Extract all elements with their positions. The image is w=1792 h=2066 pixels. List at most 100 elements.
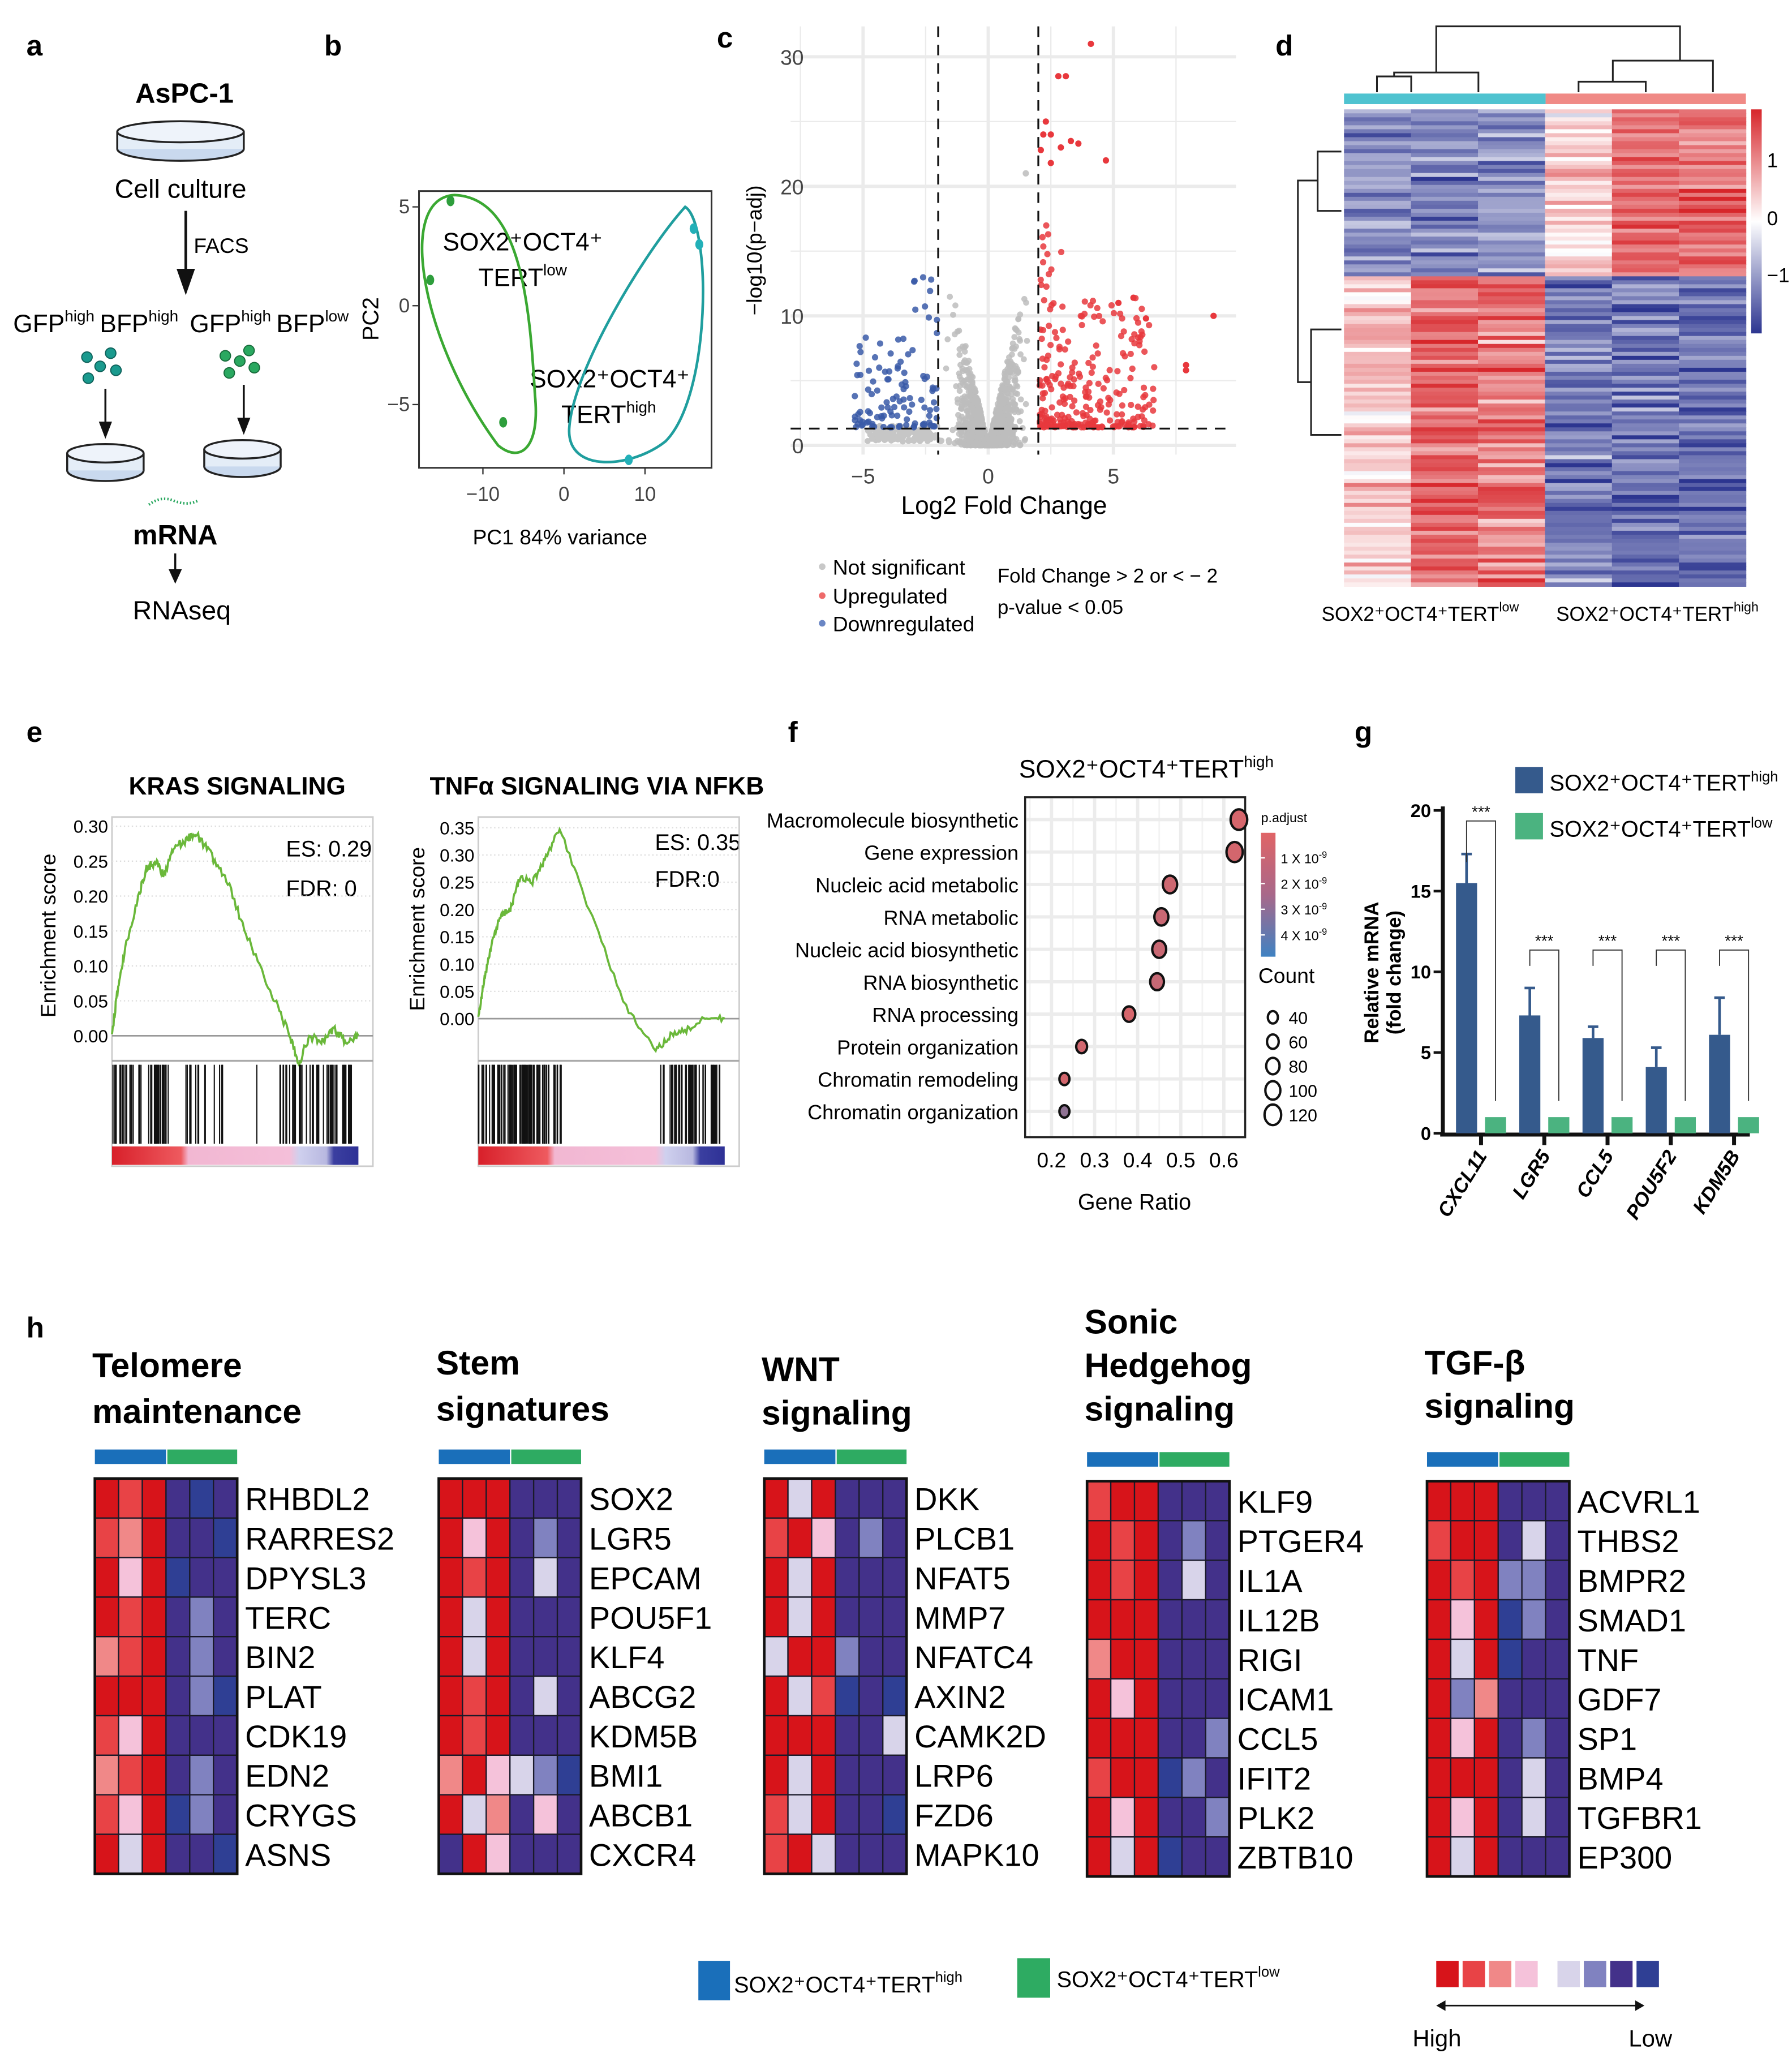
heatmap-cell <box>1411 403 1479 408</box>
heatmap-cell <box>1611 165 1679 170</box>
heatmap-cell <box>1344 367 1412 372</box>
heatmap-cell <box>1411 264 1479 269</box>
heatmap-cell <box>1545 320 1613 325</box>
heatmap-cell <box>787 1715 813 1756</box>
point-downregulated <box>894 413 901 419</box>
heatmap-cell <box>1679 240 1747 245</box>
heatmap-cell <box>1679 129 1747 134</box>
heatmap-cell <box>1478 233 1546 237</box>
heatmap-cell <box>1344 574 1412 579</box>
heatmap-cell <box>1133 1757 1159 1798</box>
heatmap-cell <box>882 1833 908 1875</box>
point-not-significant <box>1008 360 1015 367</box>
heatmap-cell <box>1679 371 1747 376</box>
point-upregulated <box>1048 386 1055 393</box>
heatmap-cell <box>1205 1678 1230 1719</box>
point-not-significant <box>1006 429 1013 436</box>
heatmap-cell <box>1545 538 1613 543</box>
heatmap-cell <box>1344 439 1412 444</box>
heatmap-cell <box>1450 1599 1475 1640</box>
heatmap-cell <box>1545 403 1613 408</box>
heatmap-cell <box>1478 355 1546 360</box>
heatmap-cell <box>118 1715 143 1756</box>
heatmap-cell <box>1344 502 1412 508</box>
heatmap-cell <box>1344 479 1412 484</box>
point-downregulated <box>925 314 932 321</box>
heatmap-cell <box>1411 582 1479 587</box>
heatmap-cell <box>811 1715 836 1756</box>
bar-high <box>1519 1015 1541 1133</box>
heatmap-cell <box>1478 173 1546 178</box>
panel-label-g: g <box>1355 716 1372 748</box>
facs-label: FACS <box>194 234 248 257</box>
y-tick-label: 0.20 <box>74 887 108 907</box>
heatmap-cell <box>1411 149 1479 154</box>
heatmap-cell <box>94 1477 119 1519</box>
point-not-significant <box>1015 329 1022 336</box>
heatmap-cell <box>1344 225 1412 229</box>
heatmap-cell <box>1411 562 1479 567</box>
pca-point <box>695 239 703 250</box>
heatmap-cell <box>1679 502 1747 508</box>
heatmap-cell <box>1611 506 1679 512</box>
heatmap-cell <box>1545 506 1613 512</box>
heatmap-cell <box>1478 451 1546 456</box>
point-not-significant <box>959 343 966 350</box>
heatmap-cell <box>1545 551 1613 555</box>
point-upregulated <box>1119 402 1125 409</box>
heatmap-cell <box>1344 121 1412 126</box>
gene-label: IL12B <box>1237 1603 1320 1638</box>
heatmap-cell <box>1411 173 1479 178</box>
heatmap-cell <box>1344 276 1412 281</box>
legend-swatch-high <box>698 1961 730 2000</box>
volcano-plot: −log10(p−adj) Log2 Fold Change Not signi… <box>742 26 1236 635</box>
heatmap-cell <box>1478 157 1546 162</box>
x-tick-label: 0 <box>558 483 569 505</box>
point-not-significant <box>1016 418 1023 424</box>
point-upregulated <box>1043 222 1050 229</box>
heatmap-cell <box>1497 1678 1523 1719</box>
heatmap-cell <box>882 1715 908 1756</box>
heatmap-cell <box>1478 272 1546 277</box>
heatmap-cell <box>882 1754 908 1796</box>
heatmap-cell <box>1411 181 1479 186</box>
heatmap-cell <box>1344 566 1412 571</box>
heatmap-cell <box>1679 229 1747 233</box>
heatmap-cell <box>1478 304 1546 309</box>
bar-high <box>1456 883 1477 1133</box>
go-dot-plot: SOX2⁺OCT4⁺TERThigh Gene Ratio p.adjust C… <box>767 753 1327 1214</box>
point-not-significant <box>1009 340 1016 347</box>
heatmap-cell <box>1611 495 1679 500</box>
y-tick-label: 5 <box>399 196 410 218</box>
point-upregulated <box>1052 376 1059 383</box>
heatmap-cell <box>835 1596 860 1638</box>
heatmap-cell <box>1157 1836 1183 1878</box>
heatmap-cell <box>1611 371 1679 376</box>
heatmap-cell <box>1679 256 1747 261</box>
heatmap-cell <box>1411 252 1479 257</box>
point-not-significant <box>1022 170 1029 177</box>
y-axis-label: Enrichment score <box>36 853 60 1017</box>
point-upregulated <box>1042 415 1048 422</box>
point-upregulated <box>1142 315 1149 322</box>
heatmap-cell <box>1497 1757 1523 1798</box>
heatmap-cell <box>1411 355 1479 360</box>
heatmap-group: StemsignaturesSOX2LGR5EPCAMPOU5F1KLF4ABC… <box>436 1343 712 1875</box>
heatmap-cell <box>1545 351 1613 356</box>
heatmap-cell <box>1611 240 1679 245</box>
heatmap-cell <box>1545 459 1613 464</box>
heatmap-cell <box>1679 514 1747 519</box>
heatmap-cell <box>1545 292 1613 297</box>
heatmap-cell <box>1450 1836 1475 1878</box>
point-downregulated <box>926 413 933 419</box>
point-upregulated <box>1040 243 1047 250</box>
heatmap-cell <box>1545 177 1613 182</box>
heatmap-cell <box>1478 483 1546 488</box>
heatmap-cell <box>1545 264 1613 269</box>
heatmap-cell <box>1478 510 1546 516</box>
heatmap-title: signaling <box>1424 1387 1575 1425</box>
heatmap-cell <box>1344 220 1412 225</box>
heatmap-cell <box>1344 514 1412 519</box>
heatmap-cell <box>1545 407 1613 412</box>
point-not-significant <box>956 388 963 394</box>
